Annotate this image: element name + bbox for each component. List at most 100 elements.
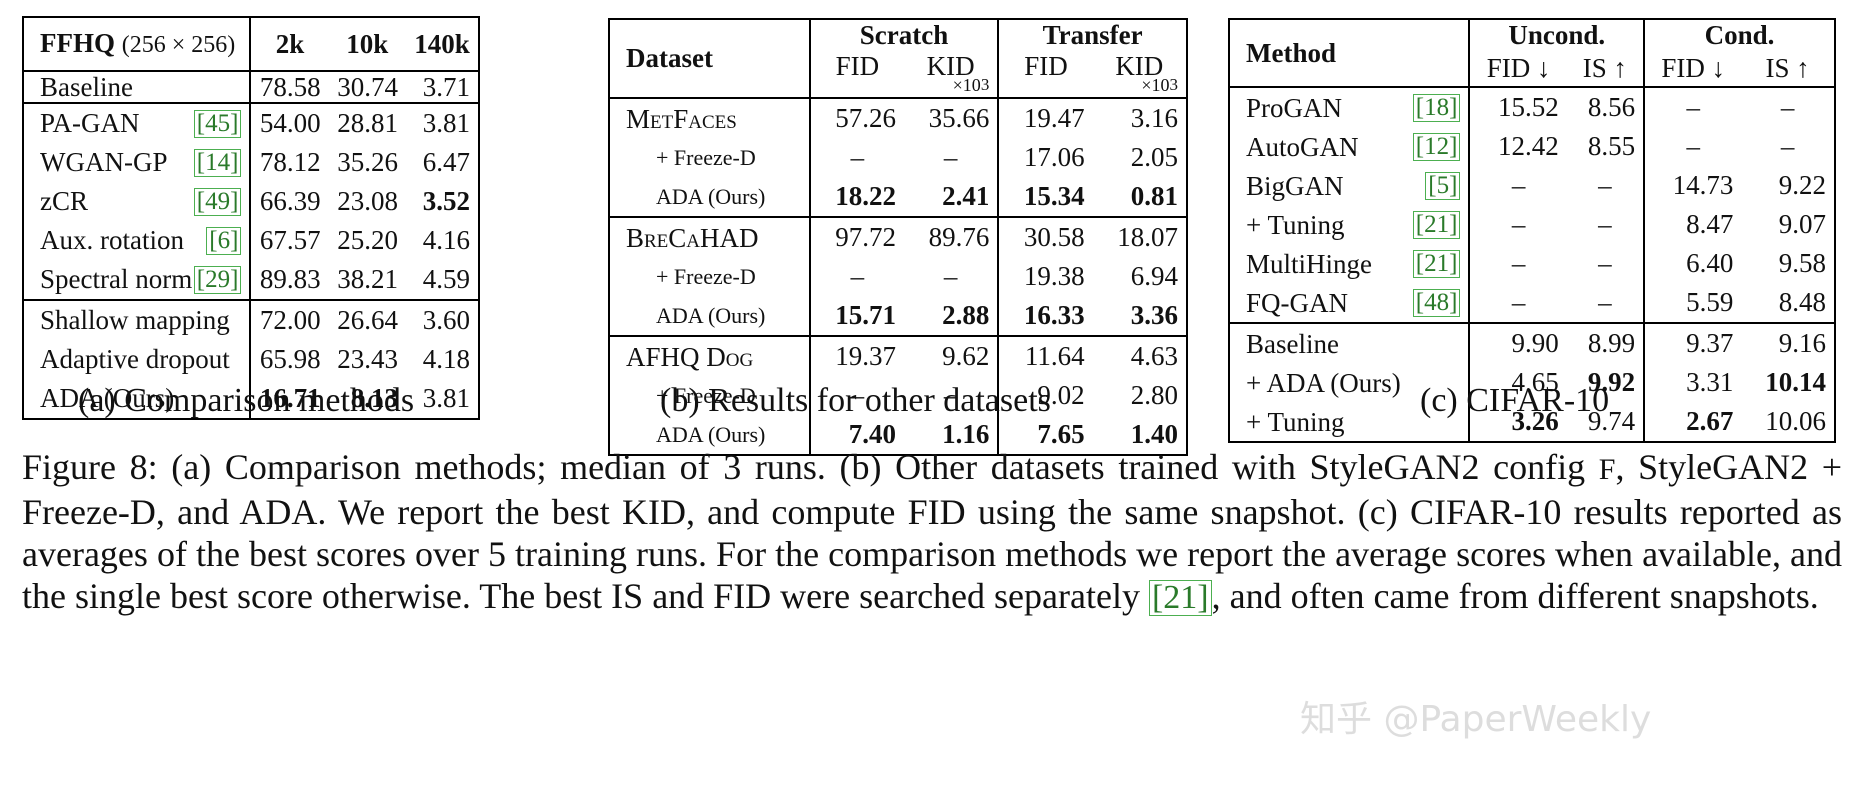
caption-part-3: , and often came from different snapshot… (1211, 576, 1819, 616)
cell-value-best: 0.81 (1092, 177, 1187, 218)
method-name: + ADA (Ours) (1229, 363, 1471, 402)
table-row: ADA (Ours) 15.71 2.88 16.33 3.36 (609, 296, 1187, 337)
cell-value: 89.83 (250, 260, 329, 301)
method-name: Adaptive dropout (23, 340, 252, 379)
citation-link[interactable]: [49] (193, 187, 242, 216)
citation-link[interactable]: [21] (1148, 580, 1212, 616)
cell-value: 4.63 (1130, 341, 1178, 371)
cell-value: 3.81 (422, 383, 470, 413)
cell-value: – (850, 261, 865, 291)
cell-value: – (1511, 170, 1526, 200)
figure-caption: Figure 8: (a) Comparison methods; median… (22, 446, 1842, 617)
citation-link[interactable]: [12] (1412, 132, 1461, 161)
citation-link[interactable]: [21] (1412, 249, 1461, 278)
table-c-col-fid: FID ↓ (1644, 50, 1742, 88)
cell-value-best: 3.52 (422, 186, 470, 216)
cell-value: – (903, 138, 1000, 177)
cell-value-best: 3.26 (1511, 406, 1559, 436)
cell-value-best: 7.65 (1037, 419, 1085, 449)
row-label: ADA (Ours) (609, 177, 811, 218)
table-row: + Freeze-D – –19.38 6.94 (609, 257, 1187, 296)
table-a-group2: PA-GAN [45] 54.00 28.81 3.81 WGAN-GP [14] 78.1… (23, 103, 479, 301)
cell-value: 19.38 (1023, 261, 1085, 291)
cell-value-best: 2.67 (1686, 406, 1734, 436)
cell-value: 3.81 (422, 108, 470, 138)
cell-value: 15.52 (1497, 92, 1559, 122)
table-row: Adaptive dropout 65.98 23.43 4.18 (23, 340, 479, 379)
kid-label: KID (1115, 51, 1164, 81)
table-a-header-row: FFHQ (256 × 256) 2k 10k 140k (23, 17, 479, 72)
cell-value-best: 3.36 (1092, 296, 1187, 337)
cell-value: 9.90 (1511, 328, 1559, 358)
table-b-col-fid: FID (998, 50, 1093, 99)
config-f-label: F (1598, 453, 1616, 486)
caption-part-1: Figure 8: (a) Comparison methods; median… (22, 447, 1599, 487)
table-row: + ADA (Ours) 4.65 9.92 3.31 10.14 (1229, 363, 1835, 402)
cell-value-best: 16.33 (998, 296, 1093, 337)
table-row: BigGAN [5] – –14.73 9.22 (1229, 166, 1835, 205)
table-c-col-fid: FID ↓ (1469, 50, 1567, 88)
kid-scale-exp: 3 (1169, 75, 1179, 94)
kid-scale-base: ×10 (952, 75, 981, 95)
cell-value-best: 15.71 (809, 296, 904, 337)
cell-value: 38.21 (328, 260, 406, 301)
cell-value: 8.47 (1686, 209, 1734, 239)
cell-value: 30.74 (328, 71, 406, 104)
table-c-header-uncond: Uncond. (1469, 19, 1646, 50)
citation-link[interactable]: [48] (1412, 288, 1461, 317)
table-c-header-cond: Cond. (1704, 20, 1775, 50)
cell-value: 8.99 (1566, 323, 1646, 363)
cell-value: 26.64 (337, 305, 398, 335)
method-name: BigGAN (1246, 170, 1344, 201)
table-c-header-row2: FID ↓ IS ↑ FID ↓ IS ↑ (1229, 50, 1835, 88)
table-c-header-method: Method (1229, 19, 1471, 88)
table-b-col-kid: KID ×103 (903, 50, 1000, 99)
cell-value: 35.26 (337, 147, 398, 177)
citation-link[interactable]: [6] (206, 226, 242, 255)
table-a-header-dataset: FFHQ (256 × 256) (23, 17, 252, 72)
citation-link[interactable]: [14] (193, 148, 242, 177)
cell-value: 25.20 (337, 225, 398, 255)
cell-value: – (1780, 131, 1795, 161)
cell-value: 6.40 (1686, 248, 1734, 278)
table-row: Aux. rotation [6] 67.57 25.20 4.16 (23, 221, 479, 260)
citation-link[interactable]: [45] (193, 109, 242, 138)
cell-value: 35.66 (903, 98, 1000, 138)
table-a-col-2k: 2k (250, 17, 329, 72)
cell-value: – (850, 142, 865, 172)
citation-link[interactable]: [21] (1412, 210, 1461, 239)
table-b-col-kid: KID ×103 (1092, 50, 1187, 99)
table-c-header-row1: Method Uncond. Cond. (1229, 19, 1835, 88)
cell-value: 65.98 (259, 344, 321, 374)
citation-link[interactable]: [18] (1412, 93, 1461, 122)
caption-part-2: , StyleGAN2 + Freeze-D, and ADA. We repo… (22, 447, 1842, 616)
table-a-col-10k: 10k (328, 17, 406, 72)
table-row: Baseline 78.58 30.74 3.71 (23, 71, 479, 104)
cell-value: 18.07 (1117, 222, 1178, 252)
cell-value: 6.47 (422, 147, 470, 177)
table-c-panel: Method Uncond. Cond. FID ↓ IS ↑ FID ↓ IS… (1228, 18, 1836, 443)
dataset-name: AFHQ Dog (609, 336, 811, 376)
table-row: WGAN-GP [14] 78.12 35.26 6.47 (23, 143, 479, 182)
citation-link[interactable]: [29] (193, 265, 242, 294)
method-name: Aux. rotation (40, 225, 184, 255)
cell-value: – (1780, 92, 1795, 122)
method-name: AutoGAN (1246, 131, 1359, 162)
table-b-header-row1: Dataset Scratch Transfer (609, 19, 1187, 99)
cell-value-best: 8.13 (350, 383, 398, 413)
cell-value: 3.60 (422, 305, 470, 335)
kid-scale: ×103 (912, 75, 990, 95)
cell-value-best: 2.88 (903, 296, 1000, 337)
cell-value: 12.42 (1497, 131, 1559, 161)
row-label: ADA (Ours) (609, 296, 811, 337)
cell-value: 4.65 (1511, 367, 1559, 397)
table-c-caption: (c) CIFAR-10 (1420, 382, 1610, 419)
cell-value: 54.00 (259, 108, 321, 138)
method-name: zCR (40, 186, 89, 216)
figure-caption-text: Figure 8: (a) Comparison methods; median… (22, 446, 1842, 617)
table-a-panel: FFHQ (256 × 256) 2k 10k 140k Baseline 78… (22, 16, 480, 420)
cell-value-best: 1.16 (903, 415, 1000, 455)
cell-value: 8.55 (1566, 127, 1646, 166)
citation-link[interactable]: [5] (1425, 171, 1461, 200)
method-name: ADA (Ours) (23, 379, 252, 419)
